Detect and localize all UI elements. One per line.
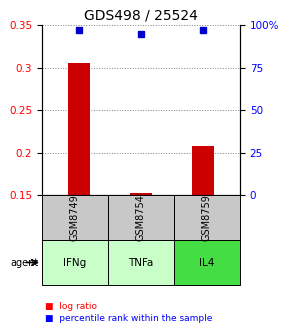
- Bar: [68, 63, 90, 195]
- Bar: [174, 195, 240, 240]
- Text: ■  log ratio: ■ log ratio: [45, 302, 97, 311]
- Text: IFNg: IFNg: [64, 257, 87, 267]
- Bar: [174, 240, 240, 285]
- Bar: [42, 240, 108, 285]
- Bar: [108, 240, 174, 285]
- Text: IL4: IL4: [199, 257, 215, 267]
- Bar: [192, 146, 214, 195]
- Text: TNFa: TNFa: [128, 257, 154, 267]
- Text: agent: agent: [10, 257, 39, 267]
- Text: GSM8754: GSM8754: [136, 194, 146, 241]
- Text: GSM8749: GSM8749: [70, 194, 80, 241]
- Bar: [42, 195, 108, 240]
- Bar: [108, 195, 174, 240]
- Text: GSM8759: GSM8759: [202, 194, 212, 241]
- Title: GDS498 / 25524: GDS498 / 25524: [84, 8, 198, 22]
- Text: ■  percentile rank within the sample: ■ percentile rank within the sample: [45, 314, 212, 323]
- Bar: [130, 193, 152, 195]
